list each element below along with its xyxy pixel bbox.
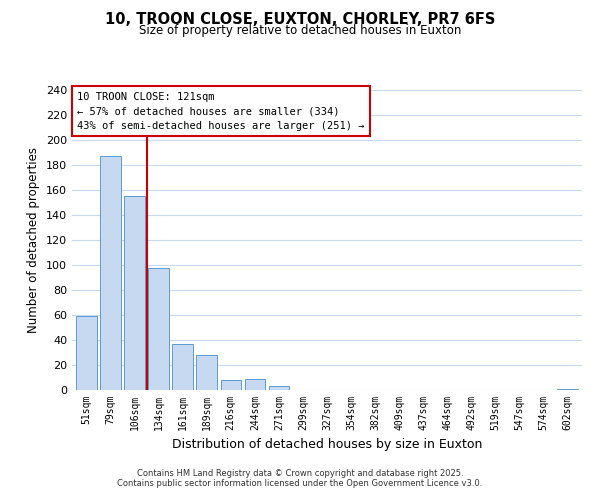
Bar <box>245 379 265 390</box>
Bar <box>172 344 193 390</box>
Text: Contains HM Land Registry data © Crown copyright and database right 2025.: Contains HM Land Registry data © Crown c… <box>137 468 463 477</box>
Text: Size of property relative to detached houses in Euxton: Size of property relative to detached ho… <box>139 24 461 37</box>
Bar <box>124 196 145 390</box>
Bar <box>76 316 97 390</box>
Y-axis label: Number of detached properties: Number of detached properties <box>28 147 40 333</box>
Bar <box>221 380 241 390</box>
X-axis label: Distribution of detached houses by size in Euxton: Distribution of detached houses by size … <box>172 438 482 452</box>
Bar <box>148 268 169 390</box>
Bar <box>557 389 578 390</box>
Text: 10, TROON CLOSE, EUXTON, CHORLEY, PR7 6FS: 10, TROON CLOSE, EUXTON, CHORLEY, PR7 6F… <box>105 12 495 28</box>
Text: Contains public sector information licensed under the Open Government Licence v3: Contains public sector information licen… <box>118 478 482 488</box>
Bar <box>196 355 217 390</box>
Bar <box>100 156 121 390</box>
Bar <box>269 386 289 390</box>
Text: 10 TROON CLOSE: 121sqm
← 57% of detached houses are smaller (334)
43% of semi-de: 10 TROON CLOSE: 121sqm ← 57% of detached… <box>77 92 365 131</box>
